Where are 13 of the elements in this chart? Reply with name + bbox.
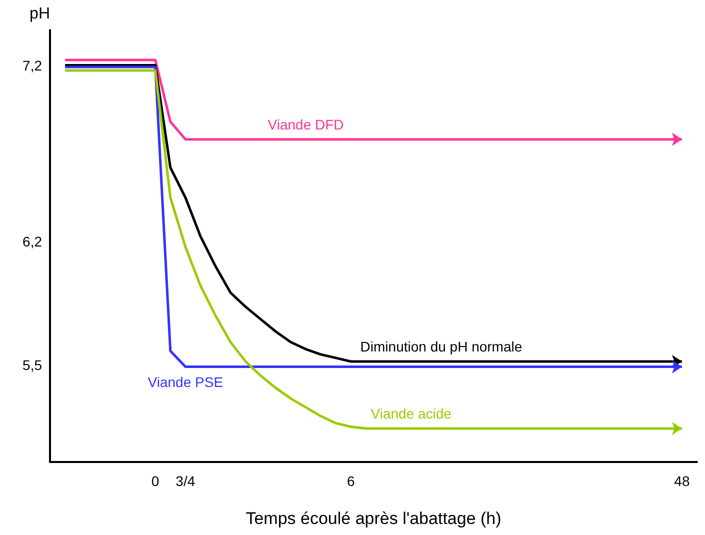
y-tick-label: 5,5 — [22, 357, 42, 374]
x-tick-label: 48 — [674, 473, 690, 489]
x-tick-label: 0 — [151, 473, 160, 489]
x-tick-label: 6 — [347, 473, 356, 489]
series-label: Diminution du pH normale — [360, 338, 522, 354]
series-label: Viande DFD — [268, 116, 344, 132]
series-label: Viande PSE — [148, 374, 224, 390]
x-tick-label: 3/4 — [176, 473, 196, 489]
y-tick-label: 7,2 — [22, 57, 42, 74]
y-tick-label: 6,2 — [22, 234, 42, 250]
x-axis-title: Temps écoulé après l'abattage (h) — [246, 509, 502, 528]
y-axis-title: pH — [30, 6, 50, 22]
series-label: Viande acide — [370, 406, 452, 422]
